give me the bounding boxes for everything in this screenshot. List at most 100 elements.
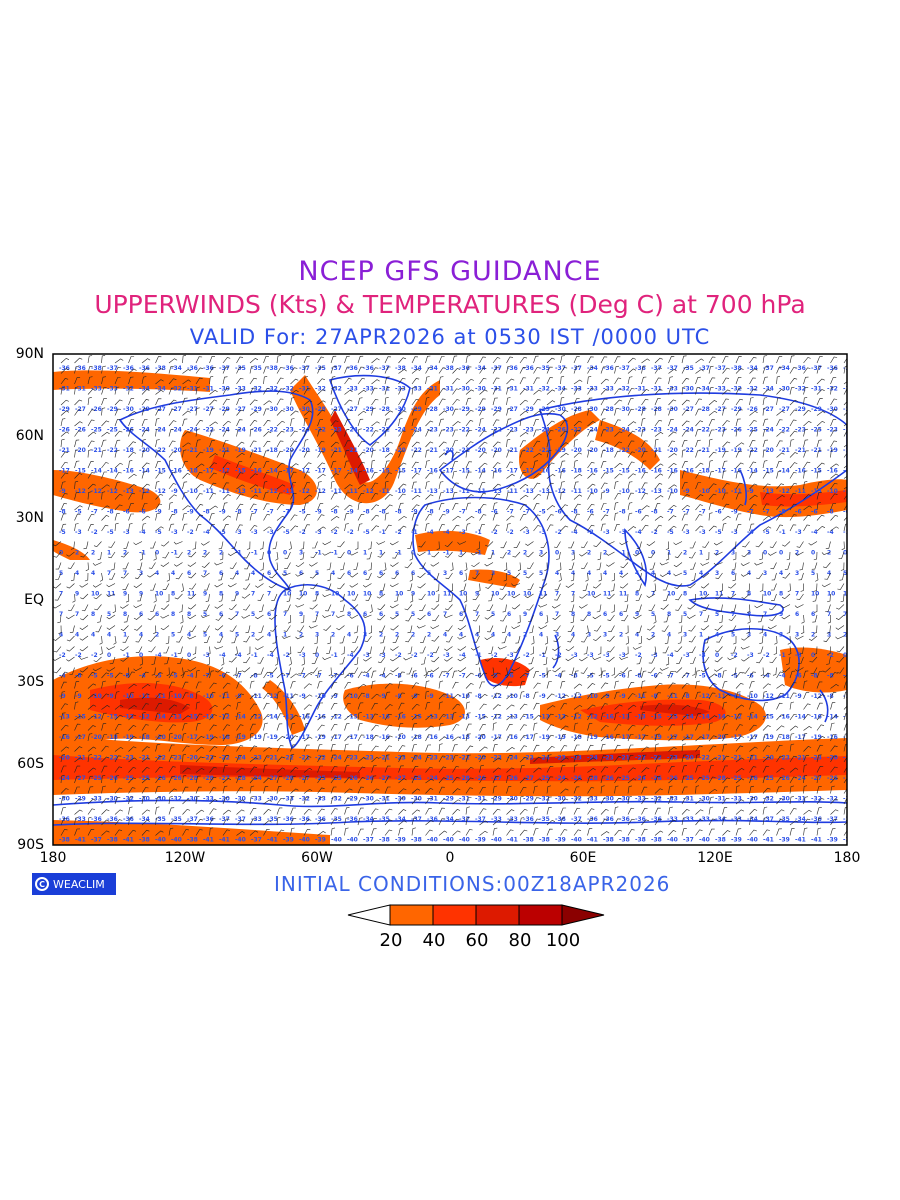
wind-barb — [830, 386, 835, 395]
isotherm-value: -27 — [187, 406, 198, 413]
wind-barb — [276, 745, 284, 752]
isotherm-value: -23 — [651, 427, 662, 434]
wind-barb — [263, 461, 270, 469]
wind-barb — [74, 473, 83, 479]
wind-barb — [344, 743, 349, 752]
wind-barb — [114, 819, 123, 826]
wind-barb — [654, 692, 662, 700]
wind-barb — [830, 692, 837, 700]
wind-barb — [675, 593, 683, 601]
legend-swatch-above-100 — [561, 904, 605, 926]
isotherm-value: -40 — [699, 837, 710, 844]
wind-barb — [803, 450, 809, 458]
wind-barb — [560, 829, 568, 836]
wind-barb — [716, 635, 723, 643]
wind-barb — [641, 680, 646, 689]
wind-barb — [560, 694, 569, 700]
wind-barb — [425, 355, 431, 364]
wind-barb — [128, 796, 134, 805]
isotherm-value: -28 — [203, 775, 214, 782]
wind-barb — [317, 819, 325, 826]
isotherm-value: -15 — [187, 714, 198, 721]
wind-barb — [506, 503, 514, 511]
wind-barb — [452, 388, 460, 395]
wind-barb — [560, 420, 568, 427]
isotherm-value: -8 — [827, 693, 834, 700]
wind-barb — [546, 713, 554, 721]
wind-barb — [546, 746, 555, 752]
wind-barb — [162, 583, 170, 591]
isotherm-value: -33 — [667, 816, 678, 823]
isotherm-value: -31 — [475, 796, 486, 803]
isotherm-value: -21 — [795, 447, 806, 454]
wind-barb — [470, 551, 480, 556]
wind-barb — [641, 746, 650, 752]
wind-barb — [446, 635, 453, 643]
wind-barb — [114, 681, 120, 689]
wind-barb — [222, 777, 232, 784]
wind-barb — [204, 583, 210, 591]
wind-barb — [560, 514, 568, 521]
isotherm-value: 7 — [235, 611, 239, 618]
isotherm-value: -8 — [379, 509, 386, 516]
wind-barb — [762, 765, 770, 773]
isotherm-value: -30 — [267, 796, 278, 803]
wind-barb — [209, 440, 215, 448]
wind-barb — [263, 755, 270, 763]
wind-barb — [70, 572, 75, 582]
wind-barb — [465, 482, 474, 490]
wind-barb — [209, 818, 216, 826]
wind-barb — [438, 743, 443, 752]
wind-barb — [357, 807, 364, 815]
wind-barb — [326, 562, 332, 571]
wind-barb — [488, 593, 494, 602]
wind-barb — [465, 733, 471, 742]
isotherm-value: -13 — [539, 488, 550, 495]
isotherm-value: -40 — [331, 837, 342, 844]
wind-barb — [371, 379, 380, 385]
isotherm-value: -22 — [779, 427, 790, 434]
wind-barb — [479, 441, 488, 448]
isotherm-value: 2 — [843, 632, 847, 639]
wind-barb — [357, 397, 363, 406]
isotherm-value: -5 — [91, 673, 98, 680]
wind-barb — [611, 573, 615, 582]
wind-barb — [714, 667, 723, 672]
wind-barb — [502, 604, 507, 613]
isotherm-value: -29 — [523, 406, 534, 413]
wind-barb — [209, 389, 218, 395]
isotherm-value: 4 — [539, 632, 543, 639]
isotherm-value: 3 — [299, 550, 303, 557]
isotherm-value: -12 — [491, 714, 502, 721]
wind-barb — [719, 614, 723, 624]
isotherm-value: 10 — [363, 591, 371, 598]
wind-barb — [600, 429, 607, 437]
isotherm-value: -15 — [811, 468, 822, 475]
isotherm-value: -7 — [299, 673, 306, 680]
isotherm-value: -31 — [379, 796, 390, 803]
wind-barb — [182, 786, 189, 794]
isotherm-value: 1 — [667, 550, 671, 557]
wind-barb — [222, 724, 230, 731]
wind-barb — [233, 667, 237, 676]
wind-barb — [187, 667, 197, 672]
wind-barb — [614, 356, 621, 364]
wind-barb — [263, 777, 272, 784]
wind-barb — [614, 473, 623, 479]
isotherm-value: 2 — [411, 632, 415, 639]
wind-barb — [452, 492, 458, 500]
wind-barb — [714, 625, 723, 631]
wind-barb — [128, 484, 137, 490]
wind-barb — [243, 656, 251, 664]
wind-barb — [114, 399, 123, 406]
wind-barb — [209, 429, 215, 437]
wind-barb — [452, 724, 460, 731]
wind-barb — [568, 562, 575, 570]
wind-barb — [404, 604, 413, 611]
wind-barb — [475, 656, 480, 665]
isotherm-value: 6 — [299, 570, 303, 577]
wind-barb — [423, 667, 427, 677]
wind-barb — [749, 388, 757, 395]
wind-barb — [506, 356, 514, 364]
wind-barb — [384, 735, 393, 742]
